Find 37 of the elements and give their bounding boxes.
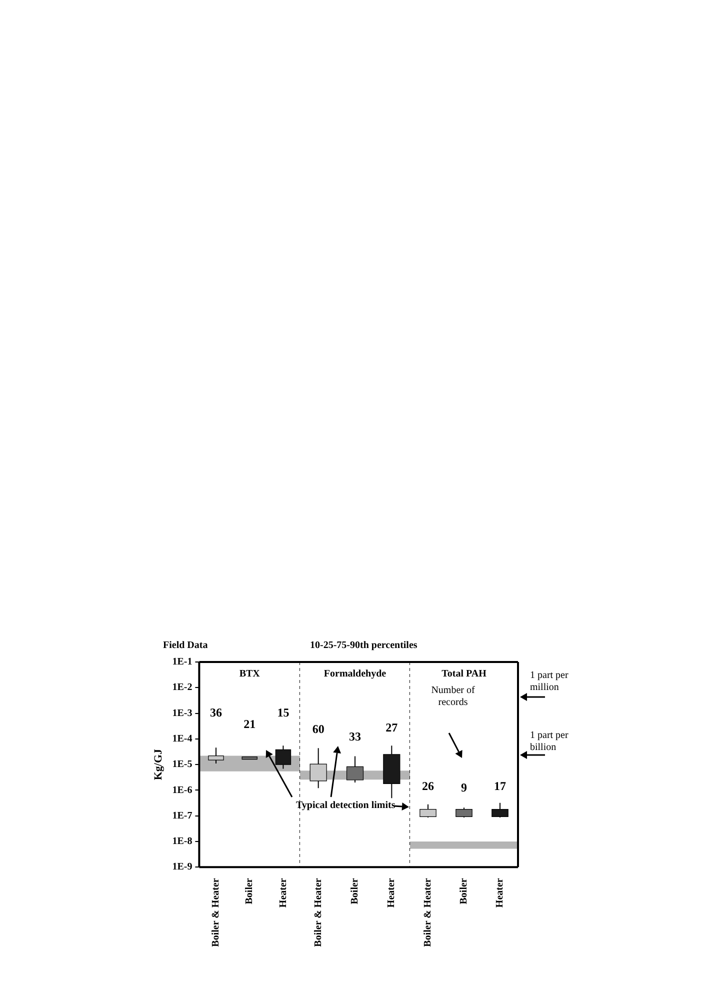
y-tick-label: 1E-1	[172, 656, 192, 668]
text: 1 part per billion	[530, 730, 570, 754]
y-tick-label: 1E-5	[172, 759, 192, 770]
annotation: 15	[277, 705, 290, 720]
annotation: 26	[422, 779, 434, 794]
x-tick-label: Boiler & Heater	[422, 878, 434, 947]
y-tick-label: 1E-8	[172, 836, 192, 848]
y-tick-label: 1E-2	[172, 682, 192, 694]
y-tick-label: 1E-9	[172, 862, 192, 873]
y-tick-label: 1E-4	[172, 734, 192, 745]
x-tick-label: Boiler	[458, 878, 470, 904]
y-tick-label: 1E-7	[172, 810, 192, 822]
annotation: 21	[244, 717, 256, 732]
x-tick-label: Heater	[278, 878, 289, 908]
text: 1 part per million	[530, 670, 570, 694]
y-axis-title: Kg/GJ	[152, 748, 164, 780]
text: Total PAH	[442, 668, 487, 680]
x-tick-label: Heater	[386, 878, 398, 908]
y-tick-label: 1E-3	[172, 708, 192, 719]
annotation: Number of records	[430, 685, 476, 709]
annotation: 33	[349, 730, 361, 744]
text: Field Data	[163, 640, 208, 651]
x-tick-label: Boiler	[244, 878, 256, 904]
x-tick-label: Heater	[494, 878, 506, 908]
annotation: Typical detection limits	[296, 800, 396, 811]
annotation: 60	[312, 722, 324, 736]
text: BTX	[239, 668, 261, 680]
text: 10-25-75-90th percentiles	[310, 640, 418, 651]
x-tick-label: Boiler	[350, 878, 361, 904]
text: Formaldehyde	[324, 668, 387, 680]
annotation: 27	[386, 720, 398, 735]
y-tick-label: 1E-6	[172, 784, 192, 796]
annotation: 36	[210, 705, 222, 720]
annotation: 17	[494, 779, 506, 794]
x-tick-label: Boiler & Heater	[312, 878, 324, 947]
x-tick-label: Boiler & Heater	[210, 878, 222, 947]
annotation: 9	[461, 780, 467, 794]
